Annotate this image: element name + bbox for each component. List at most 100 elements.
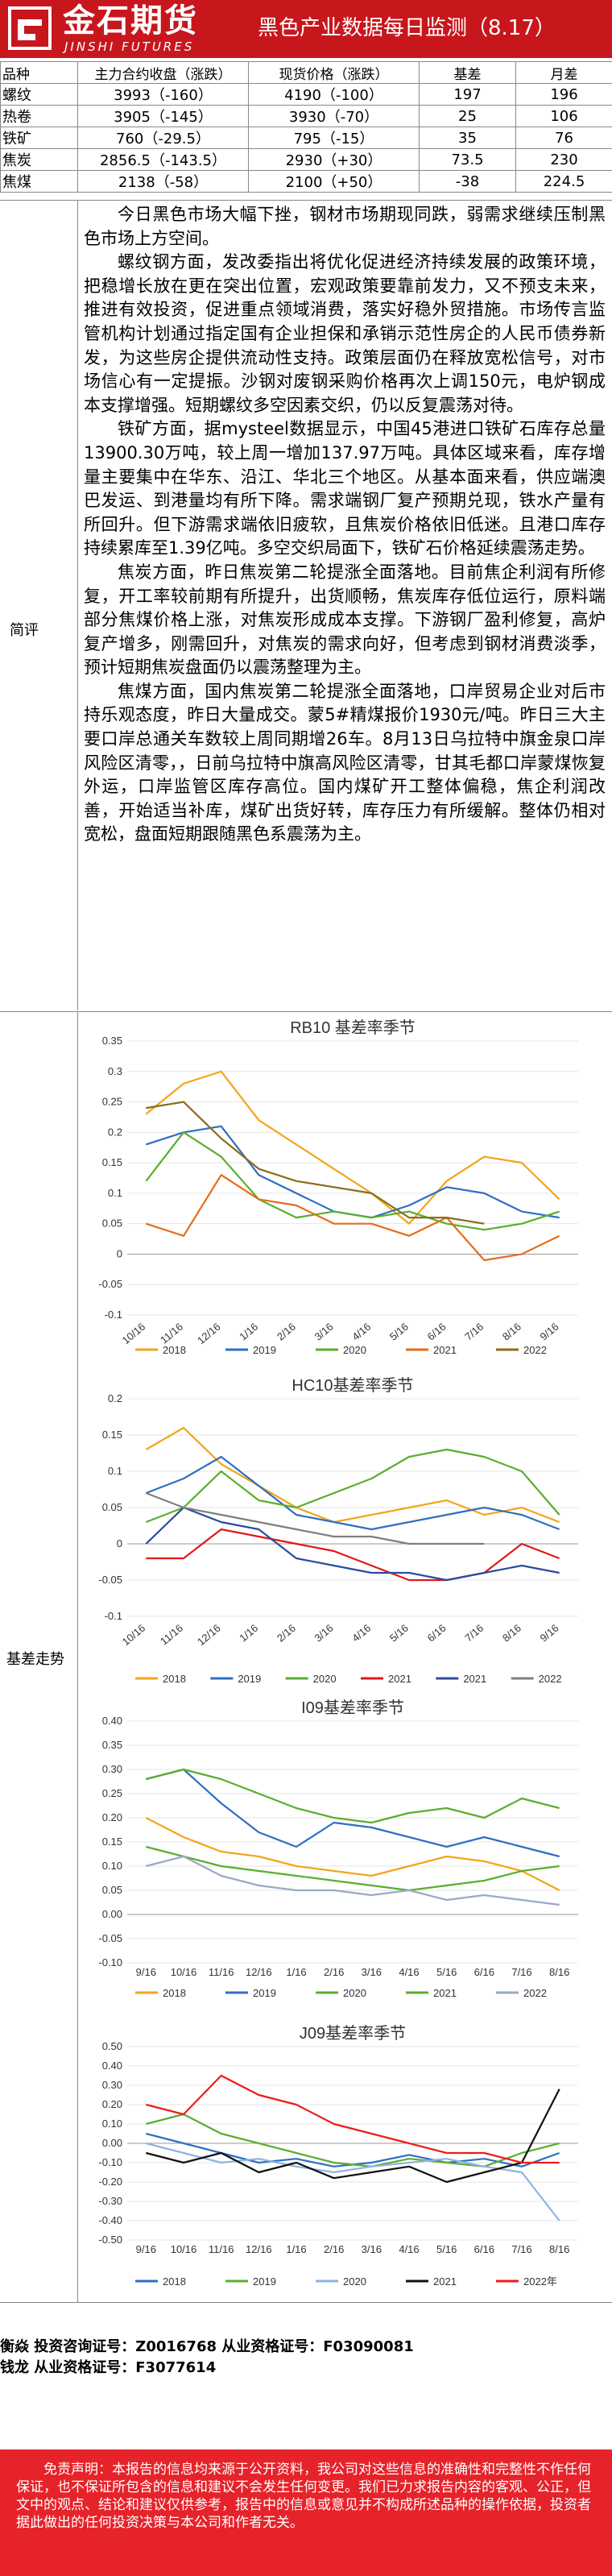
legend-label: 2022 [539,1673,562,1685]
x-tick-label: 9/16 [136,1966,156,1978]
commodity-cell: 热卷 [0,105,78,127]
legend-label: 2021 [388,1673,411,1685]
header-cell: 现货价格（涨跌） [248,61,420,84]
x-tick-label: 3/16 [312,1622,336,1645]
y-tick-label: 0.30 [102,2079,122,2091]
commentary-paragraph: 今日黑色市场大幅下挫，钢材市场期现同跌，弱需求继续压制黑色市场上方空间。 [84,205,606,248]
legend-label: 2020 [343,1987,366,1999]
commentary-paragraph: 焦炭方面，昨日焦炭第二轮提涨全面落地。目前焦企利润有所修复，开工率较前期有所提升… [84,562,606,678]
y-tick-label: 0.00 [102,1908,122,1920]
series-line-2018 [145,1426,560,1524]
y-tick-label: 0 [117,1537,122,1549]
x-tick-label: 3/16 [312,1321,336,1343]
x-tick-label: 4/16 [349,1622,373,1645]
futures-close-cell: 3905（-145） [77,105,249,127]
spot-price-cell: 2930（+30） [248,148,420,171]
y-tick-label: -0.05 [98,1278,122,1290]
brand-name-cn: 金石期货 [63,2,198,39]
basis-cell: 73.5 [419,148,516,171]
y-tick-label: 0.2 [108,1126,122,1138]
logo-mark-icon [8,6,52,50]
basis-label-cell: 基差走势 [0,1011,78,2302]
legend-label: 2022年 [523,2275,557,2288]
legend-label: 2021 [433,1344,457,1356]
basis-label: 基差走势 [6,1651,64,1668]
spread-cell: 230 [515,148,612,171]
series-line-2019 [145,1125,560,1219]
spot-price-cell: 795（-15） [248,127,420,149]
x-tick-label: 9/16 [538,1622,561,1645]
legend-label: 2021 [433,1987,457,1999]
x-tick-label: 2/16 [324,2243,344,2255]
header-cell: 月差 [515,61,612,84]
chart-title: J09基差率季节 [300,2024,406,2043]
x-tick-label: 10/16 [120,1321,148,1346]
commentary-paragraph: 焦煤方面，国内焦炭第二轮提涨全面落地，口岸贸易企业对后市持乐观态度，昨日大量成交… [84,681,606,844]
y-tick-label: 0.3 [108,1065,122,1077]
series-line-2019 [146,2113,560,2167]
basis-section [0,1011,612,2303]
x-tick-label: 4/16 [399,2243,419,2255]
y-tick-label: 0.40 [102,2060,122,2072]
disclaimer-box: 免责声明：本报告的信息均来源于公开资料，我公司对这些信息的准确性和完整性不作任何… [0,2449,612,2576]
y-tick-label: -0.20 [98,2176,122,2188]
y-tick-label: 0.10 [102,2118,122,2130]
y-tick-label: 0.15 [102,1156,122,1168]
legend-label: 2020 [343,2275,366,2288]
x-tick-label: 11/16 [209,2243,234,2255]
x-tick-label: 8/16 [549,1966,569,1978]
table-row: 铁矿 760（-29.5） 795（-15） 35 76 [0,127,612,149]
x-tick-label: 3/16 [362,2243,382,2255]
y-tick-label: 0.1 [108,1465,122,1477]
y-tick-label: -0.10 [98,1956,122,1968]
basis-cell: 35 [419,127,516,149]
price-table: 品种 主力合约收盘（涨跌） 现货价格（涨跌） 基差 月差 螺纹 3993（-16… [0,61,612,193]
commentary-paragraph: 铁矿方面，据mysteel数据显示，中国45港进口铁矿石库存总量13900.30… [84,419,606,558]
x-tick-label: 9/16 [538,1321,561,1343]
x-tick-label: 7/16 [511,2243,531,2255]
x-tick-label: 9/16 [136,2243,156,2255]
x-tick-label: 5/16 [436,1966,457,1978]
x-tick-label: 8/16 [500,1321,523,1343]
spread-cell: 106 [515,105,612,127]
series-line-2021 [145,1506,560,1582]
spot-price-cell: 3930（-70） [248,105,420,127]
x-tick-label: 11/16 [158,1622,185,1648]
basis-cell: -38 [419,170,516,193]
series-line-2022 [145,1491,485,1545]
analyst-line: 衡焱 投资咨询证号：Z0016768 从业资格证号：F03090081 [0,2338,414,2355]
x-tick-label: 1/16 [237,1321,260,1343]
x-tick-label: 11/16 [158,1321,185,1346]
y-tick-label: 0.15 [102,1836,122,1848]
commentary-text: 今日黑色市场大幅下挫，钢材市场期现同跌，弱需求继续压制黑色市场上方空间。 螺纹钢… [84,203,606,847]
y-tick-label: 0.1 [108,1187,122,1199]
header-cell: 品种 [0,61,78,84]
x-tick-label: 11/16 [209,1966,234,1978]
legend-label: 2018 [163,1987,186,1999]
legend-label: 2021 [463,1673,486,1685]
legend-label: 2019 [253,2275,276,2288]
brand-name-en: JINSHI FUTURES [64,39,195,54]
y-tick-label: -0.50 [98,2234,122,2246]
series-line-2022 [146,1855,560,1906]
chart-title: RB10 基差率季节 [290,1018,416,1037]
legend-label: 2020 [313,1673,337,1685]
report-title: 黑色产业数据每日监测（8.17） [258,16,556,40]
futures-close-cell: 760（-29.5） [77,127,249,149]
legend-label: 2021 [433,2275,457,2288]
y-tick-label: 0.20 [102,2098,122,2110]
series-line-2018 [145,1817,560,1891]
commentary-label: 简评 [10,622,39,639]
x-tick-label: 10/16 [120,1622,148,1648]
x-tick-label: 4/16 [399,1966,419,1978]
x-tick-label: 12/16 [195,1321,223,1346]
commodity-cell: 焦煤 [0,170,78,193]
futures-close-cell: 3993（-160） [77,83,249,106]
x-tick-label: 10/16 [171,2243,197,2255]
commodity-cell: 铁矿 [0,127,78,149]
legend-label: 2018 [163,2275,186,2288]
series-line-2021 [146,1768,560,1824]
series-line-2020 [146,1845,560,1892]
spread-cell: 76 [515,127,612,149]
series-line-2021 [146,1528,560,1582]
